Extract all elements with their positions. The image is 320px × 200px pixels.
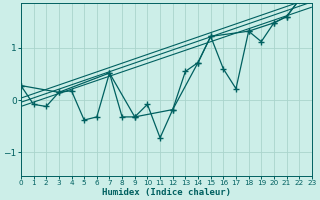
X-axis label: Humidex (Indice chaleur): Humidex (Indice chaleur) bbox=[102, 188, 231, 197]
